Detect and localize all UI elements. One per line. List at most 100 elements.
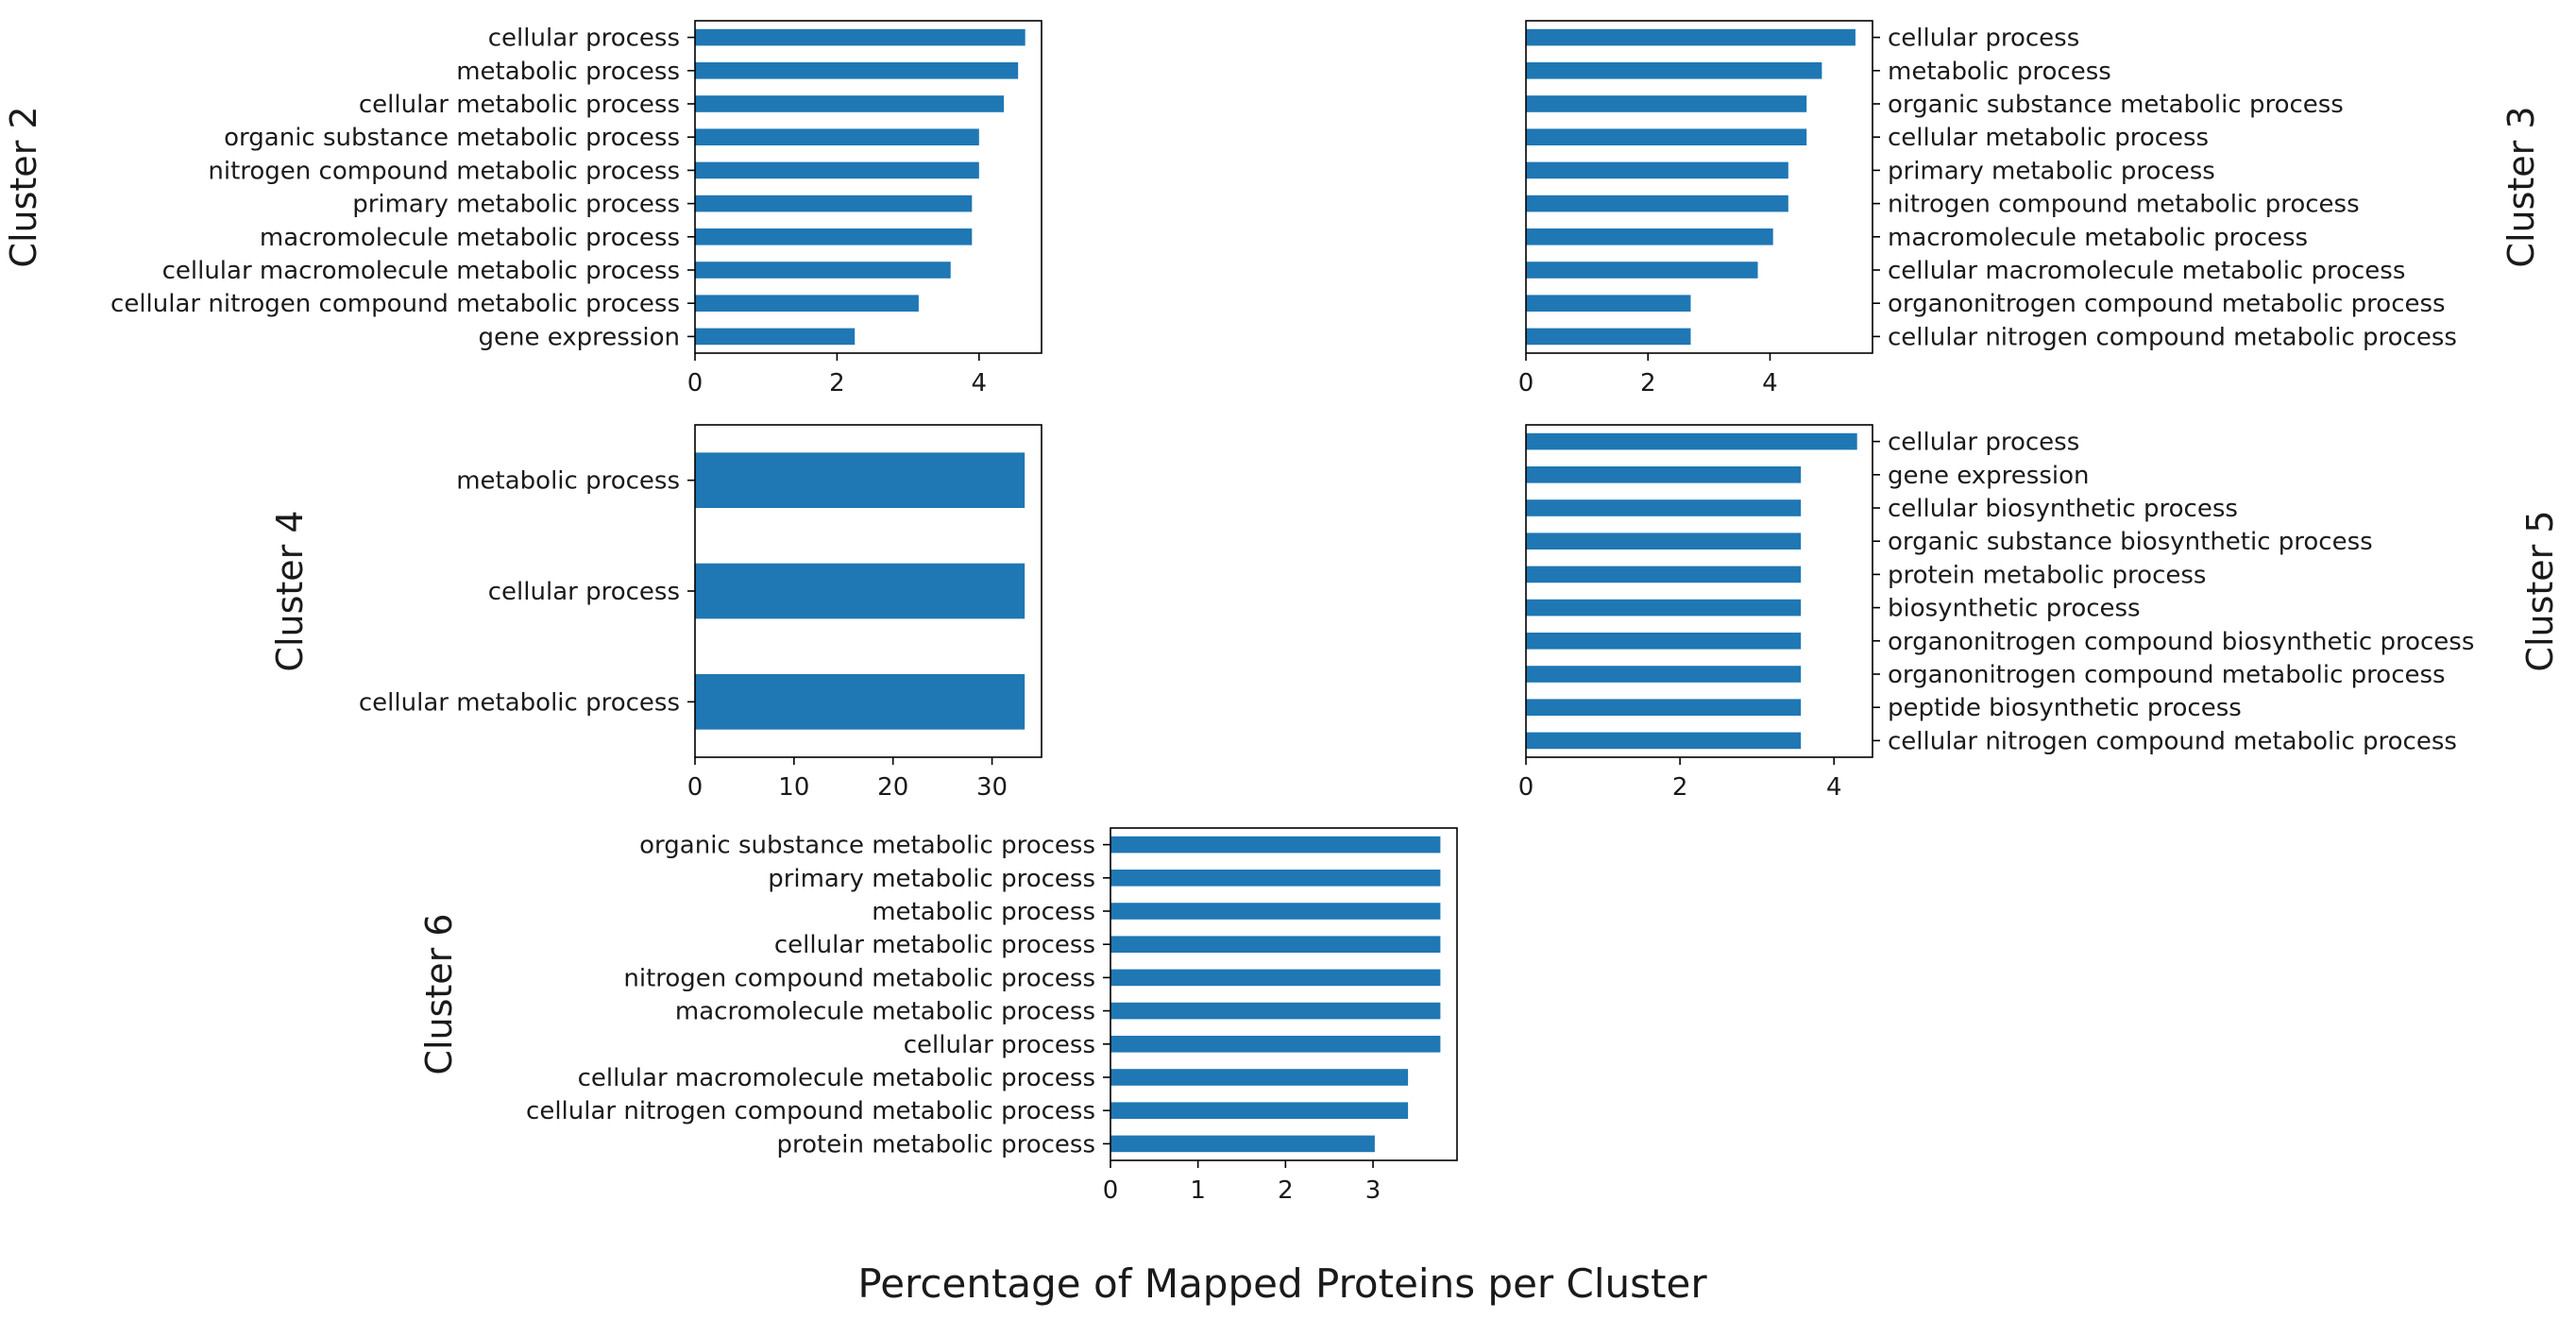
y-tick-label: cellular metabolic process xyxy=(1888,124,2209,152)
y-tick-label: cellular process xyxy=(1888,25,2079,53)
bar xyxy=(1526,599,1802,617)
bar xyxy=(1526,161,1788,179)
bar xyxy=(1110,1135,1375,1153)
x-tick-label: 20 xyxy=(877,773,908,802)
y-tick-label: cellular metabolic process xyxy=(359,91,680,119)
y-tick-label: macromolecule metabolic process xyxy=(1888,224,2308,252)
y-tick-label: cellular process xyxy=(488,578,680,606)
axes-frame xyxy=(1525,424,1873,758)
bar xyxy=(1110,1036,1441,1053)
axes-frame xyxy=(1110,827,1458,1161)
x-tick-label: 2 xyxy=(1278,1176,1294,1205)
subplot-4: cellular process gene expression cellular … xyxy=(1518,424,2561,802)
y-tick-label: nitrogen compound metabolic process xyxy=(1888,191,2360,219)
y-tick-label: biosynthetic process xyxy=(1888,595,2141,623)
bar xyxy=(695,328,856,346)
y-tick-label: primary metabolic process xyxy=(352,191,680,219)
bar xyxy=(1110,870,1441,887)
y-tick-label: cellular metabolic process xyxy=(774,931,1095,959)
bar xyxy=(1526,566,1802,583)
y-tick-label: protein metabolic process xyxy=(777,1130,1095,1158)
bar xyxy=(1526,62,1822,79)
y-tick-label: organic substance metabolic process xyxy=(224,124,680,152)
y-tick-label: cellular macromolecule metabolic process xyxy=(578,1064,1095,1092)
bar xyxy=(695,161,979,179)
cluster-label: Cluster 5 xyxy=(2519,510,2561,671)
axes-frame xyxy=(694,20,1042,354)
x-tick-label: 10 xyxy=(778,773,809,802)
x-tick-label: 2 xyxy=(829,369,845,397)
figure-x-label: Percentage of Mapped Proteins per Cluste… xyxy=(857,1260,1707,1307)
bar xyxy=(695,62,1019,79)
bar xyxy=(695,128,979,145)
bar xyxy=(1526,633,1802,650)
bar xyxy=(1526,295,1691,312)
cluster-label: Cluster 2 xyxy=(3,106,44,267)
bar xyxy=(1526,194,1788,212)
bar xyxy=(1526,328,1691,346)
x-tick-label: 0 xyxy=(1518,773,1534,802)
bar xyxy=(1526,262,1758,279)
bar xyxy=(1526,95,1807,112)
y-tick-label: metabolic process xyxy=(456,467,680,496)
y-tick-label: nitrogen compound metabolic process xyxy=(208,157,680,185)
y-tick-label: peptide biosynthetic process xyxy=(1888,694,2242,722)
bar xyxy=(1526,128,1807,145)
y-tick-label: cellular nitrogen compound metabolic pro… xyxy=(110,290,680,318)
y-tick-label: primary metabolic process xyxy=(768,865,1095,893)
y-tick-label: gene expression xyxy=(479,323,680,351)
bar xyxy=(1526,228,1773,245)
bar xyxy=(1110,1069,1409,1086)
x-tick-label: 4 xyxy=(1762,369,1778,397)
y-tick-label: organonitrogen compound biosynthetic pro… xyxy=(1888,628,2474,656)
y-tick-label: cellular metabolic process xyxy=(359,688,680,717)
bar xyxy=(1110,836,1441,854)
x-tick-label: 3 xyxy=(1365,1176,1381,1205)
y-tick-label: macromolecule metabolic process xyxy=(675,998,1095,1026)
y-tick-label: nitrogen compound metabolic process xyxy=(623,964,1095,992)
x-tick-label: 30 xyxy=(976,773,1008,802)
cluster-label: Cluster 4 xyxy=(269,510,311,671)
y-tick-label: cellular nitrogen compound metabolic pro… xyxy=(1888,727,2457,755)
x-tick-label: 4 xyxy=(972,369,988,397)
axes-frame xyxy=(694,424,1042,758)
bar xyxy=(695,563,1025,619)
bar xyxy=(1526,533,1802,550)
y-tick-label: cellular biosynthetic process xyxy=(1888,495,2238,523)
subplot-5: organic substance metabolic process prima… xyxy=(418,827,1458,1205)
bar xyxy=(695,452,1025,508)
y-tick-label: cellular process xyxy=(904,1031,1095,1059)
y-tick-label: organic substance metabolic process xyxy=(1888,91,2344,119)
bar xyxy=(1110,936,1441,953)
bar xyxy=(695,295,919,312)
subplot-3: metabolic process cellular process cellula… xyxy=(269,424,1042,802)
bar xyxy=(695,674,1025,730)
cluster-label: Cluster 6 xyxy=(418,913,460,1074)
y-tick-label: cellular macromolecule metabolic process xyxy=(162,257,680,285)
subplot-2: cellular process metabolic process organic… xyxy=(1518,20,2542,397)
axes-frame xyxy=(1525,20,1873,354)
bar xyxy=(1526,466,1802,483)
subplot-1: cellular process metabolic process cellula… xyxy=(3,20,1042,397)
y-tick-label: metabolic process xyxy=(1888,58,2111,86)
bar xyxy=(695,262,951,279)
y-tick-label: cellular nitrogen compound metabolic pro… xyxy=(1888,323,2457,351)
bar xyxy=(1110,1102,1409,1119)
y-tick-label: metabolic process xyxy=(456,58,680,86)
y-tick-label: macromolecule metabolic process xyxy=(260,224,680,252)
y-tick-label: organonitrogen compound metabolic proces… xyxy=(1888,290,2446,318)
bar xyxy=(1526,732,1802,750)
bar xyxy=(1110,1002,1441,1020)
cluster-label: Cluster 3 xyxy=(2500,106,2542,267)
x-tick-label: 2 xyxy=(1640,369,1656,397)
bar xyxy=(1526,499,1802,516)
x-tick-label: 0 xyxy=(1518,369,1534,397)
y-tick-label: cellular nitrogen compound metabolic pro… xyxy=(526,1097,1095,1125)
y-tick-label: organic substance metabolic process xyxy=(639,832,1095,860)
x-tick-label: 4 xyxy=(1826,773,1842,802)
bar xyxy=(1110,969,1441,987)
bar xyxy=(695,28,1025,46)
